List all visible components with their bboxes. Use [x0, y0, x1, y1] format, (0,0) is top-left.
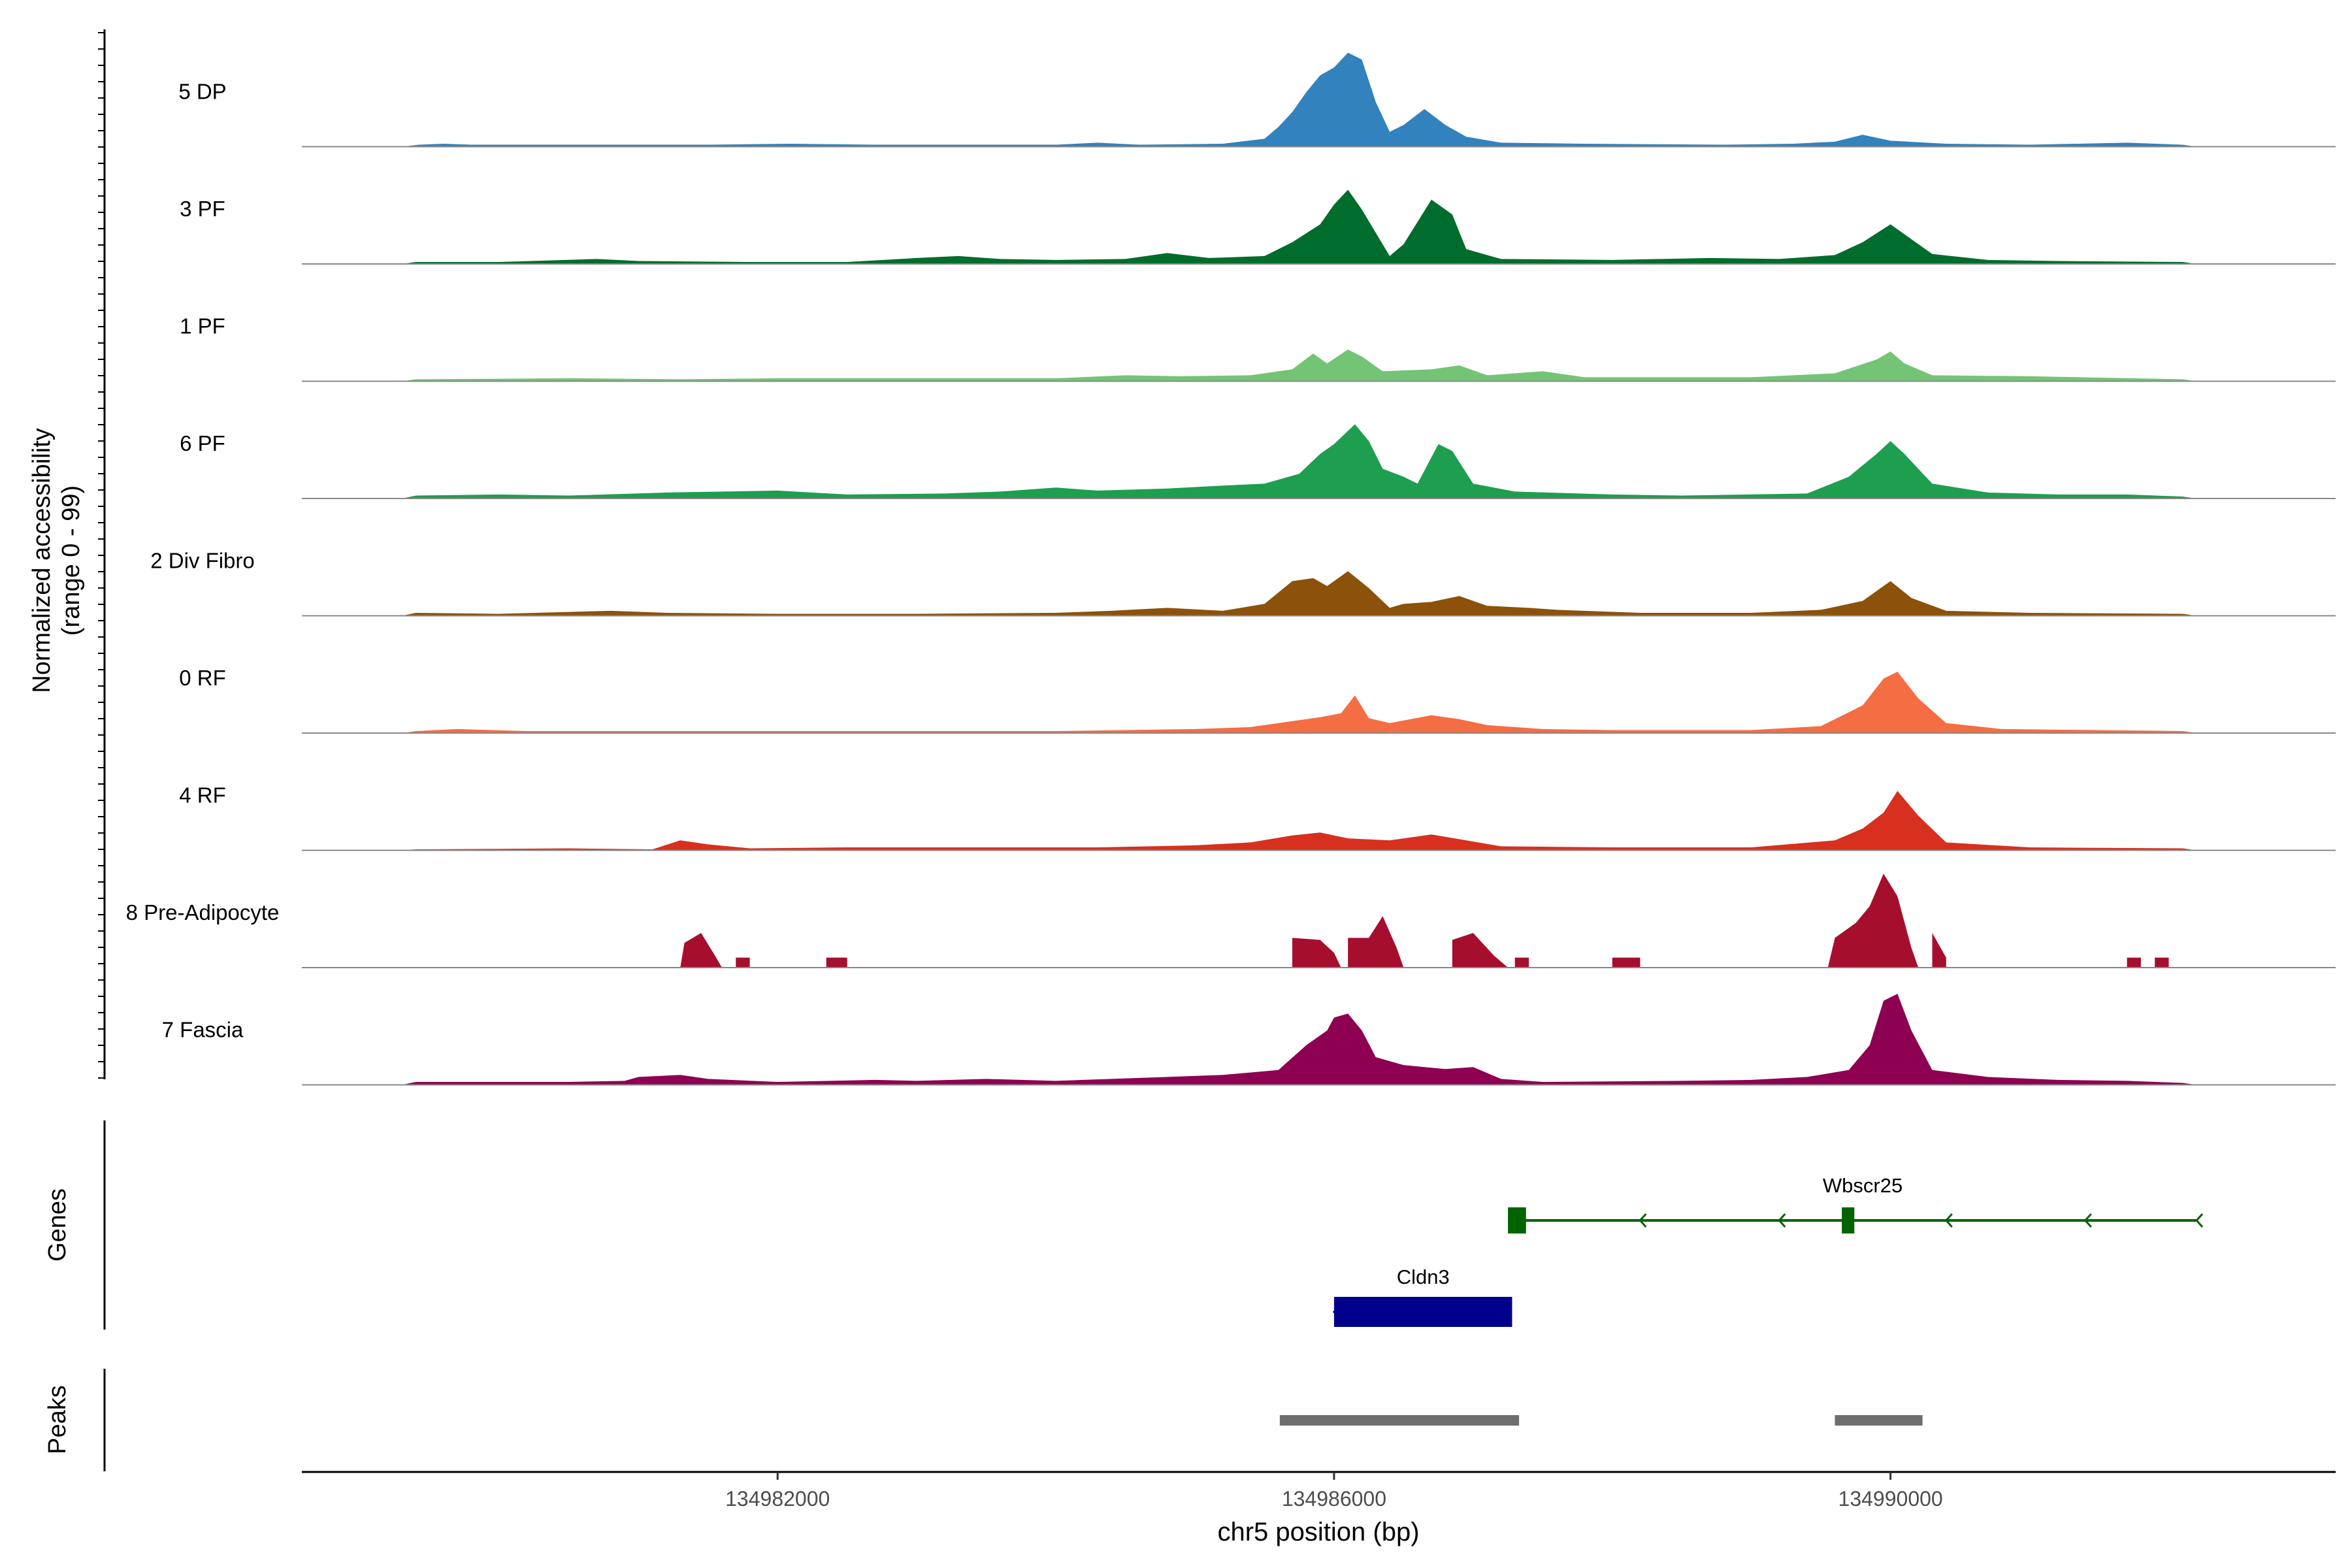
track-3-pf: 3 PF	[180, 189, 2336, 265]
accessibility-axis-ticks	[98, 32, 105, 1079]
track-7-fascia: 7 Fascia	[162, 994, 2336, 1086]
x-axis-label: chr5 position (bp)	[1217, 1518, 1419, 1546]
track-label: 2 Div Fibro	[150, 549, 255, 573]
track-label: 5 DP	[178, 80, 226, 104]
gene-cldn3: Cldn3	[1332, 1266, 1512, 1327]
track-2-div-fibro: 2 Div Fibro	[150, 549, 2336, 617]
track-4-rf: 4 RF	[179, 783, 2336, 851]
strand-arrow	[1639, 1213, 1647, 1228]
peak-bar	[1835, 1415, 1923, 1426]
gene-annotations: Wbscr25 Cldn3	[1332, 1174, 2204, 1327]
track-8-pre-adipocyte: 8 Pre-Adipocyte	[126, 874, 2336, 968]
gene-exon	[1842, 1207, 1855, 1233]
strand-arrow	[1944, 1213, 1953, 1228]
coverage-area-8-pre-adipocyte	[680, 874, 2169, 968]
coverage-area-3-pf	[402, 189, 2197, 264]
peak-regions	[1279, 1415, 1923, 1426]
track-label: 7 Fascia	[162, 1018, 244, 1042]
gene-wbscr25: Wbscr25	[1508, 1174, 2204, 1233]
track-6-pf: 6 PF	[180, 424, 2336, 499]
coverage-area-5-dp	[402, 52, 2197, 147]
x-tick-label: 134986000	[1282, 1487, 1386, 1511]
track-0-rf: 0 RF	[179, 666, 2336, 734]
coverage-area-2-div-fibro	[402, 571, 2197, 616]
track-label: 3 PF	[180, 197, 225, 221]
coverage-area-6-pf	[402, 424, 2197, 498]
gene-label: Wbscr25	[1823, 1174, 1903, 1197]
track-5-dp: 5 DP	[178, 52, 2336, 148]
track-1-pf: 1 PF	[180, 314, 2336, 382]
track-label: 1 PF	[180, 314, 225, 338]
x-axis-ticks: 134982000 134986000 134990000	[725, 1472, 1943, 1511]
gene-label: Cldn3	[1397, 1266, 1450, 1288]
coverage-area-4-rf	[402, 791, 2197, 851]
strand-arrow	[2195, 1213, 2204, 1228]
gene-exon	[1333, 1297, 1512, 1327]
peaks-axis-label: Peaks	[44, 1385, 71, 1454]
x-tick-label: 134982000	[725, 1487, 830, 1511]
track-label: 8 Pre-Adipocyte	[126, 900, 280, 924]
strand-arrow	[1778, 1213, 1786, 1228]
track-label: 4 RF	[179, 783, 226, 808]
coverage-area-1-pf	[402, 350, 2197, 382]
coverage-area-7-fascia	[402, 994, 2197, 1085]
gene-exon	[1508, 1207, 1526, 1233]
strand-arrow	[2083, 1213, 2092, 1228]
y-axis-label-line2: (range 0 - 99)	[57, 485, 85, 636]
track-label: 6 PF	[180, 431, 225, 455]
genes-axis-label: Genes	[44, 1188, 71, 1262]
coverage-tracks: 5 DP 3 PF 1 PF 6 PF 2 Div Fibro 0 RF 4 RF 8 Pre…	[126, 52, 2336, 1086]
strand-arrow	[1332, 1304, 1341, 1320]
x-tick-label: 134990000	[1838, 1487, 1943, 1511]
track-label: 0 RF	[179, 666, 226, 690]
y-axis-label-line1: Normalized accessibility	[28, 428, 56, 693]
coverage-area-0-rf	[402, 672, 2197, 733]
peak-bar	[1279, 1415, 1520, 1426]
